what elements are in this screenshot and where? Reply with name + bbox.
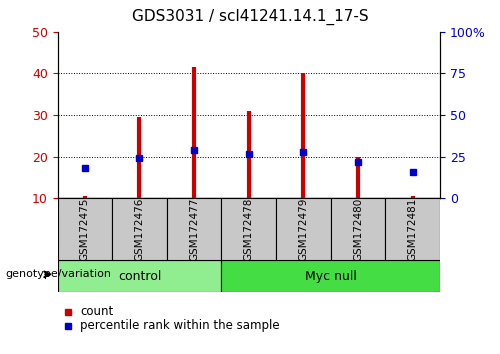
- Text: GDS3031 / scl41241.14.1_17-S: GDS3031 / scl41241.14.1_17-S: [132, 9, 368, 25]
- Bar: [386, 198, 440, 260]
- Text: control: control: [118, 270, 161, 282]
- Bar: [330, 198, 386, 260]
- Text: genotype/variation: genotype/variation: [5, 269, 111, 279]
- Text: percentile rank within the sample: percentile rank within the sample: [80, 319, 280, 332]
- Bar: [276, 198, 330, 260]
- Text: Myc null: Myc null: [305, 270, 356, 282]
- Text: GSM172475: GSM172475: [80, 198, 90, 261]
- Text: GSM172480: GSM172480: [353, 198, 363, 261]
- Bar: [58, 260, 222, 292]
- Text: count: count: [80, 305, 113, 318]
- Text: GSM172478: GSM172478: [244, 198, 254, 261]
- Text: GSM172477: GSM172477: [189, 198, 199, 261]
- Bar: [167, 198, 222, 260]
- Bar: [222, 260, 440, 292]
- Text: GSM172481: GSM172481: [408, 198, 418, 261]
- Bar: [112, 198, 167, 260]
- Text: GSM172476: GSM172476: [134, 198, 144, 261]
- Text: GSM172479: GSM172479: [298, 198, 308, 261]
- Bar: [222, 198, 276, 260]
- Bar: [58, 198, 112, 260]
